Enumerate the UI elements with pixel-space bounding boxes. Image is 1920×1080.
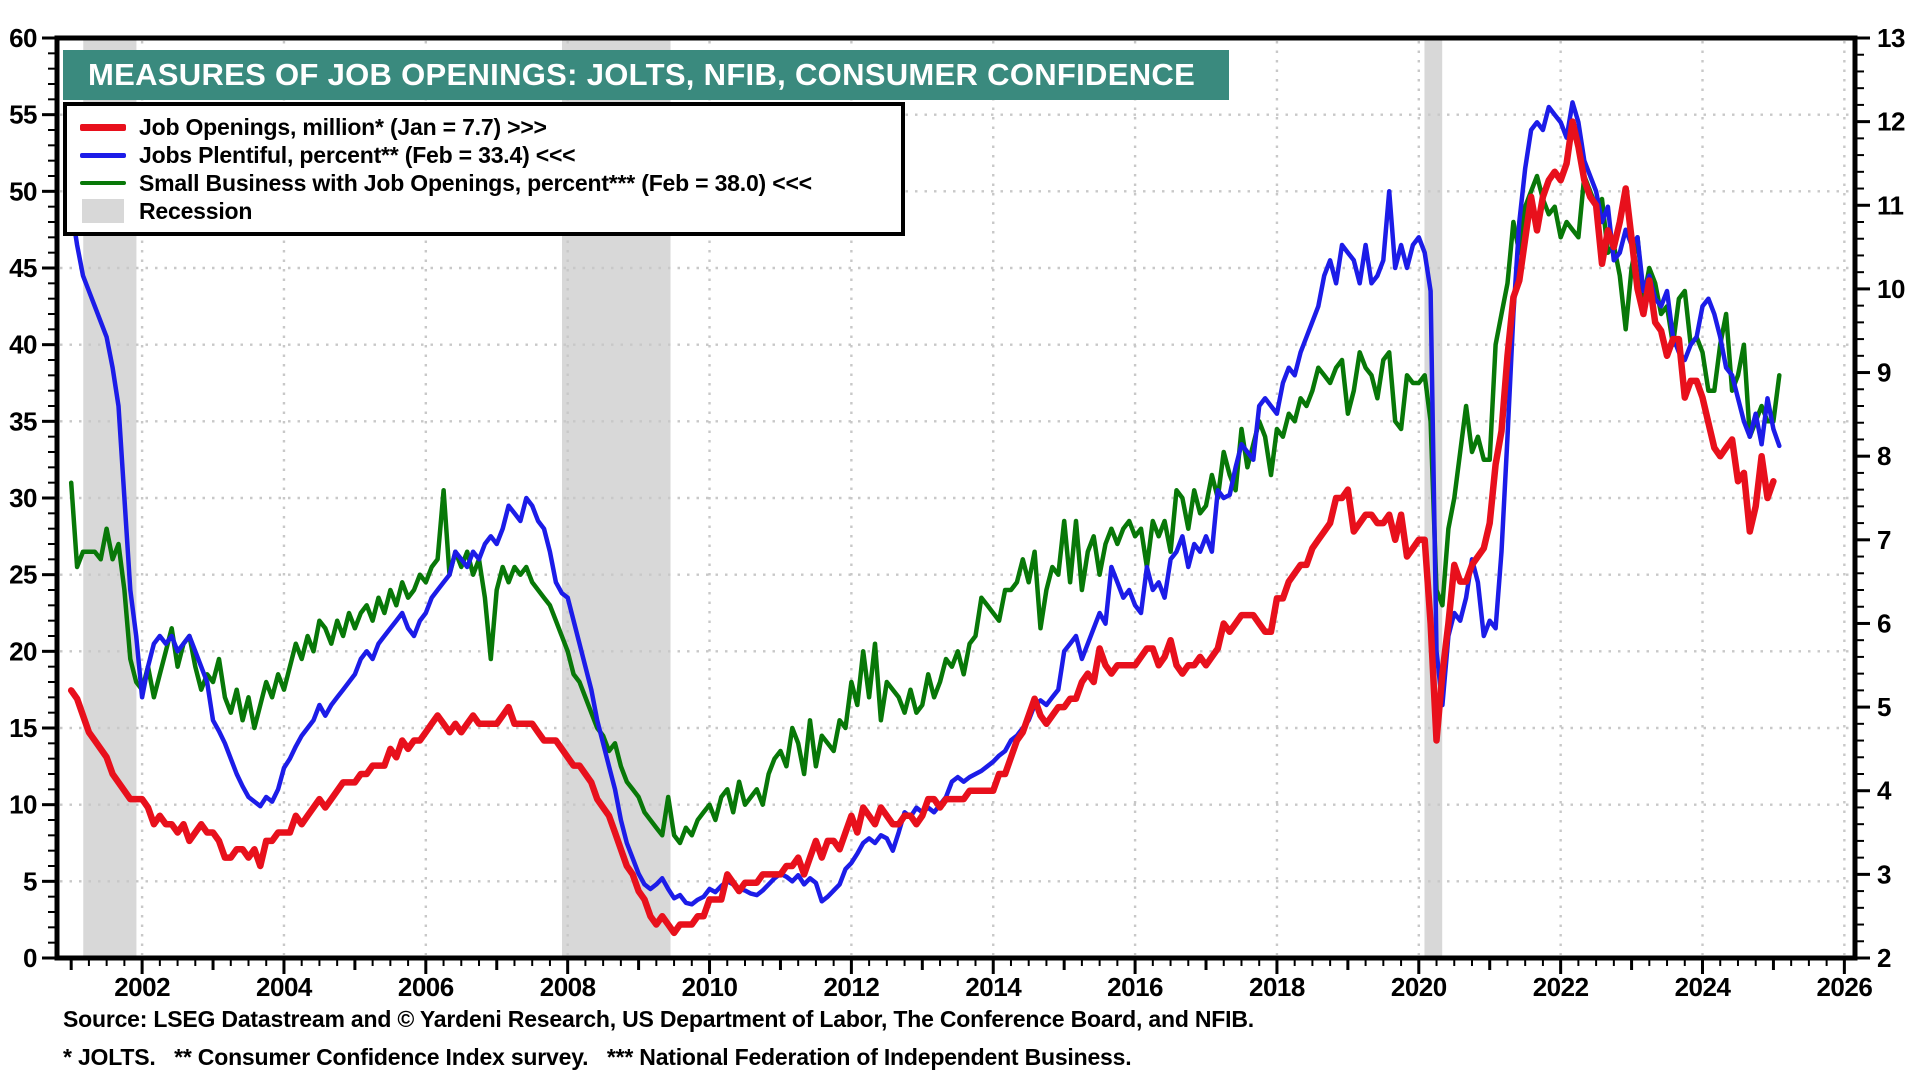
legend-item-recession: Recession <box>67 197 901 225</box>
legend-item-blue: Jobs Plentiful, percent** (Feb = 33.4) <… <box>67 141 901 169</box>
red-line-swatch-icon <box>67 123 139 131</box>
x-tick-label: 2020 <box>1391 972 1447 1002</box>
legend-label: Jobs Plentiful, percent** (Feb = 33.4) <… <box>139 141 576 168</box>
y-left-tick-label: 30 <box>9 483 37 513</box>
chart-title: MEASURES OF JOB OPENINGS: JOLTS, NFIB, C… <box>88 57 1196 92</box>
axis-ticks <box>42 36 1870 974</box>
series-line-red <box>67 118 1777 937</box>
y-left-tick-label: 20 <box>9 636 37 666</box>
legend-label: Small Business with Job Openings, percen… <box>139 169 812 196</box>
y-left-tick-label: 0 <box>23 943 37 973</box>
y-left-tick-label: 5 <box>23 866 37 896</box>
y-left-tick-label: 35 <box>9 406 37 436</box>
x-tick-label: 2006 <box>398 972 454 1002</box>
y-left-tick-label: 25 <box>9 560 37 590</box>
y-left-tick-label: 60 <box>9 23 37 53</box>
recession-swatch-icon <box>67 199 139 223</box>
series-lines <box>67 100 1782 937</box>
y-right-tick-label: 2 <box>1877 943 1891 973</box>
legend-label: Job Openings, million* (Jan = 7.7) >>> <box>139 113 547 140</box>
x-tick-label: 2024 <box>1675 972 1732 1002</box>
axis-labels: 0510152025303540455055602345678910111213… <box>9 23 1905 1002</box>
y-right-tick-label: 3 <box>1877 859 1891 889</box>
y-right-tick-label: 9 <box>1877 358 1891 388</box>
chart-title-bar: MEASURES OF JOB OPENINGS: JOLTS, NFIB, C… <box>63 50 1229 100</box>
y-left-tick-label: 55 <box>9 100 37 130</box>
legend-item-red: Job Openings, million* (Jan = 7.7) >>> <box>67 113 901 141</box>
y-right-tick-label: 7 <box>1877 525 1891 555</box>
chart-legend: Job Openings, million* (Jan = 7.7) >>> Jo… <box>63 102 905 236</box>
y-right-tick-label: 6 <box>1877 608 1891 638</box>
x-tick-label: 2022 <box>1533 972 1589 1002</box>
plot-border <box>54 35 1858 961</box>
x-tick-label: 2026 <box>1816 972 1872 1002</box>
x-tick-label: 2016 <box>1107 972 1163 1002</box>
x-tick-label: 2010 <box>682 972 738 1002</box>
y-right-tick-label: 8 <box>1877 441 1891 471</box>
x-tick-label: 2014 <box>965 972 1022 1002</box>
y-right-tick-label: 11 <box>1877 190 1904 220</box>
y-left-tick-label: 40 <box>9 330 37 360</box>
x-tick-label: 2008 <box>540 972 596 1002</box>
y-right-tick-label: 4 <box>1877 776 1892 806</box>
green-line-swatch-icon <box>67 181 139 185</box>
legend-label: Recession <box>139 197 253 224</box>
x-tick-label: 2018 <box>1249 972 1305 1002</box>
source-note: Source: LSEG Datastream and © Yardeni Re… <box>63 1006 1254 1032</box>
y-left-tick-label: 10 <box>9 790 37 820</box>
footnote: * JOLTS. ** Consumer Confidence Index su… <box>63 1044 1132 1070</box>
series-line-green <box>68 173 1782 846</box>
y-right-tick-label: 5 <box>1877 692 1891 722</box>
y-right-tick-label: 13 <box>1877 23 1905 53</box>
x-tick-label: 2002 <box>114 972 170 1002</box>
y-left-tick-label: 50 <box>9 176 37 206</box>
y-right-tick-label: 12 <box>1877 107 1905 137</box>
x-tick-label: 2004 <box>256 972 313 1002</box>
y-left-tick-label: 15 <box>9 713 37 743</box>
x-tick-label: 2012 <box>823 972 879 1002</box>
y-right-tick-label: 10 <box>1877 274 1905 304</box>
legend-item-green: Small Business with Job Openings, percen… <box>67 169 901 197</box>
y-left-tick-label: 45 <box>9 253 37 283</box>
blue-line-swatch-icon <box>67 152 139 158</box>
